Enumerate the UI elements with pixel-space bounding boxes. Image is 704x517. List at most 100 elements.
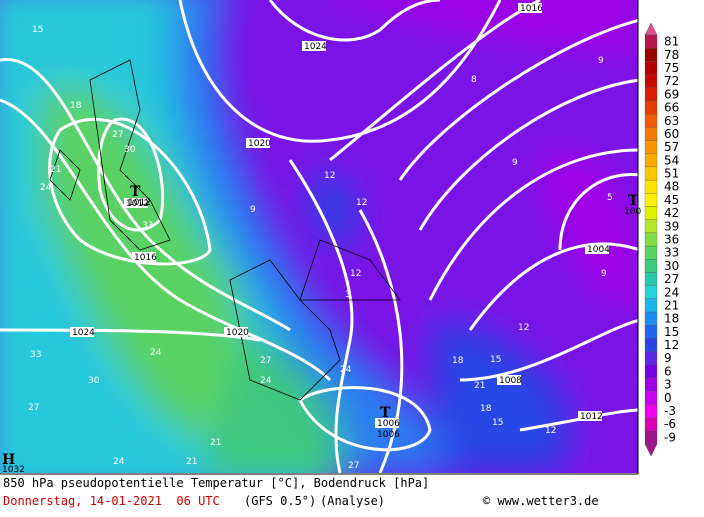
- colorbar-swatch: [644, 114, 658, 128]
- colorbar-swatch: [644, 166, 658, 181]
- colorbar-swatch: [644, 285, 658, 300]
- center-value: 100: [624, 207, 641, 217]
- temperature-label: 12: [545, 426, 556, 436]
- colorbar-label: 39: [664, 219, 679, 233]
- isobar-label: 1004: [587, 245, 610, 255]
- temperature-label: 5: [607, 193, 613, 203]
- colorbar-swatch: [644, 140, 658, 154]
- footer-model: (GFS 0.5°): [244, 494, 316, 508]
- colorbar-swatch: [644, 391, 658, 405]
- colorbar-label: 30: [664, 259, 679, 273]
- colorbar-label: 3: [664, 378, 672, 392]
- colorbar-label: 15: [664, 325, 679, 339]
- colorbar-swatch: [644, 245, 658, 260]
- colorbar-swatch: [644, 351, 658, 365]
- isobar-label: 1012: [580, 412, 603, 422]
- colorbar-label: 6: [664, 364, 672, 378]
- temperature-label: 9: [512, 158, 518, 168]
- colorbar-swatch: [644, 364, 658, 379]
- colorbar-label: 0: [664, 391, 672, 405]
- isobar-label: 1006: [377, 430, 400, 440]
- temperature-label: 3: [345, 290, 351, 300]
- center-value: 1006: [377, 419, 400, 429]
- colorbar-label: 57: [664, 140, 679, 154]
- colorbar-label: -6: [664, 417, 676, 431]
- low-center: T: [130, 184, 141, 200]
- colorbar-label: 51: [664, 167, 679, 181]
- temperature-label: 18: [480, 404, 492, 414]
- colorbar-label: 75: [664, 61, 679, 75]
- footer-date: Donnerstag, 14-01-2021 06 UTC: [3, 494, 220, 508]
- temperature-label: 24: [340, 365, 352, 375]
- colorbar-label: 12: [664, 338, 679, 352]
- isobar-label: 1020: [226, 328, 249, 338]
- colorbar-label: 78: [664, 48, 679, 62]
- colorbar-swatch: [644, 311, 658, 326]
- colorbar-swatch: [644, 272, 658, 286]
- footer-copyright: © www.wetter3.de: [483, 494, 599, 508]
- temperature-label: 21: [474, 381, 485, 391]
- colorbar-swatch: [644, 193, 658, 207]
- colorbar-label: 54: [664, 153, 679, 167]
- isobar-label: 1012: [126, 199, 149, 209]
- colorbar-swatch: [644, 219, 658, 234]
- colorbar-label: 21: [664, 298, 679, 312]
- colorbar-swatch: [644, 61, 658, 75]
- temperature-label: 15: [32, 25, 43, 35]
- isobar-label: 1012: [128, 198, 151, 208]
- colorbar-swatch: [644, 232, 658, 247]
- colorbar-swatch: [644, 404, 658, 418]
- colorbar-swatch: [644, 298, 658, 313]
- colorbar-swatch: [644, 100, 658, 115]
- temperature-label: 27: [260, 356, 271, 366]
- temperature-label: 33: [30, 350, 41, 360]
- low-center: T: [628, 193, 639, 209]
- colorbar-swatch: [644, 74, 658, 88]
- colorbar-label: -3: [664, 404, 676, 418]
- colorbar-label: 36: [664, 233, 679, 247]
- colorbar-label: 33: [664, 246, 679, 260]
- colorbar-label: 27: [664, 272, 679, 286]
- colorbar-swatch: [644, 417, 658, 431]
- temperature-label: 27: [28, 403, 39, 413]
- temperature-label: 21: [186, 457, 197, 467]
- colorbar-label: 66: [664, 101, 679, 115]
- colorbar-label: 81: [664, 35, 679, 49]
- colorbar-label: -9: [664, 430, 676, 444]
- temperature-label: 27: [348, 461, 359, 471]
- temperature-label: 18: [452, 356, 464, 366]
- colorbar-swatch: [644, 259, 658, 273]
- colorbar-swatch: [644, 338, 658, 352]
- isobar-label: 1024: [304, 42, 327, 52]
- temperature-label: 12: [518, 323, 529, 333]
- temperature-label: 8: [471, 75, 477, 85]
- colorbar-swatch: [644, 127, 658, 141]
- temperature-label: 24: [150, 348, 162, 358]
- colorbar-swatch: [644, 153, 658, 168]
- map-field: [0, 0, 638, 473]
- temperature-label: 33: [142, 221, 153, 231]
- footer-run: (Analyse): [320, 494, 385, 508]
- temperature-label: 24: [113, 457, 125, 467]
- temperature-label: 12: [350, 269, 361, 279]
- temperature-label: 12: [324, 171, 335, 181]
- temperature-label: 12: [356, 198, 367, 208]
- colorbar-swatch: [644, 179, 658, 194]
- isobar-label: 1020: [248, 139, 271, 149]
- coastline: [49, 59, 401, 401]
- isobar-label: 1016: [134, 253, 157, 263]
- temperature-label: 24: [260, 376, 272, 386]
- colorbar: 8178757269666360575451484542393633302724…: [644, 22, 679, 457]
- colorbar-swatch: [644, 48, 658, 62]
- temperature-label: 21: [50, 165, 61, 175]
- temperature-label: 15: [490, 355, 501, 365]
- colorbar-label: 42: [664, 206, 679, 220]
- center-value: 1032: [2, 465, 25, 475]
- temperature-label: 15: [492, 418, 503, 428]
- low-center: T: [380, 405, 391, 421]
- isobar-label: 1016: [520, 4, 543, 14]
- temperature-label: 9: [598, 56, 604, 66]
